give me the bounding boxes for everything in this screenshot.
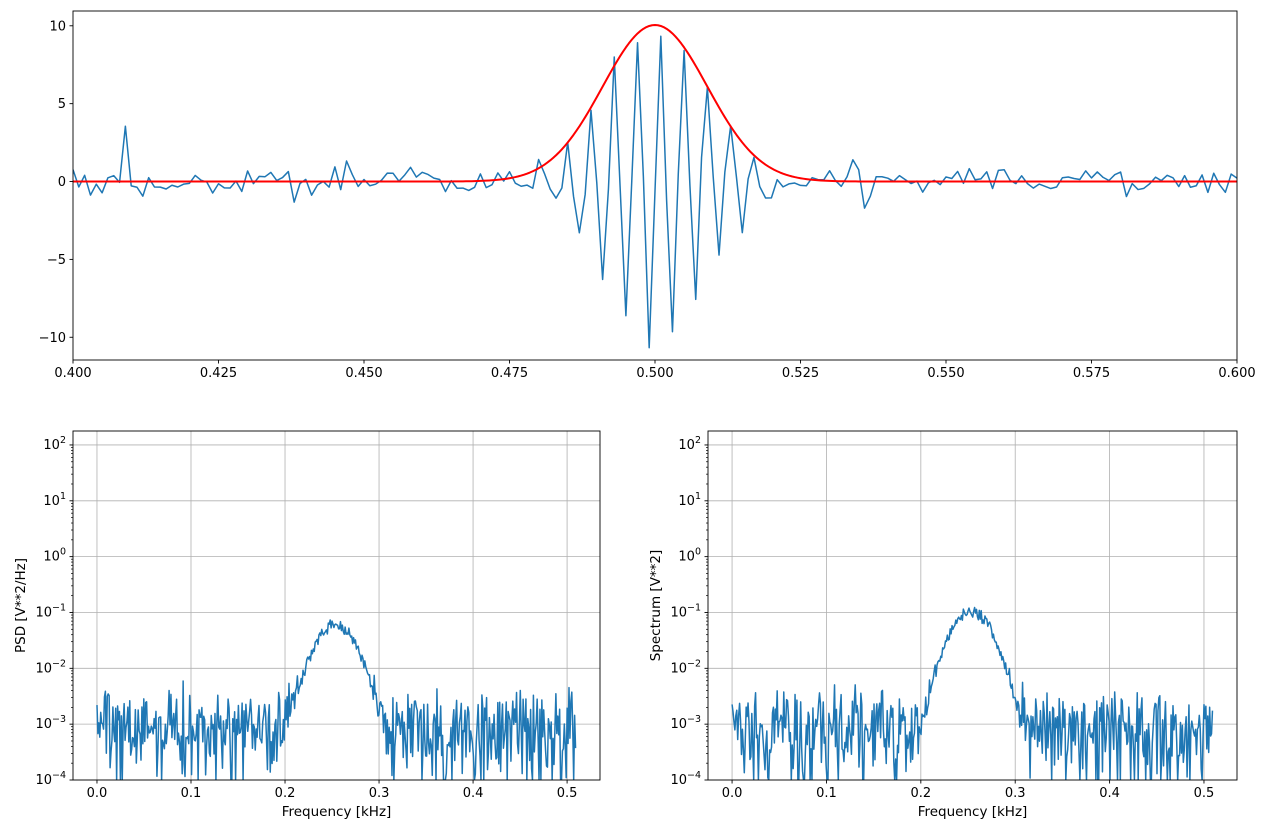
x-tick-label: 0.4 bbox=[463, 786, 484, 801]
series-group bbox=[731, 606, 1214, 780]
axes-frame bbox=[707, 430, 1238, 781]
y-tick-label: 10−3 bbox=[670, 714, 701, 732]
x-tick-label: 0.0 bbox=[722, 786, 743, 801]
y-tick-label: 10 bbox=[49, 19, 66, 34]
series-group bbox=[73, 24, 1237, 349]
x-tick-label: 0.575 bbox=[1073, 366, 1110, 381]
gaussian-envelope bbox=[73, 24, 1237, 183]
x-axis-label-spectrum: Frequency [kHz] bbox=[918, 804, 1028, 820]
x-tick-label: 0.4 bbox=[1099, 786, 1120, 801]
y-tick-label: 10−1 bbox=[670, 602, 701, 620]
x-axis-label-psd: Frequency [kHz] bbox=[282, 804, 392, 820]
x-tick-label: 0.600 bbox=[1218, 366, 1255, 381]
y-tick-label: 0 bbox=[58, 175, 66, 190]
axes-frame bbox=[72, 430, 601, 781]
x-tick-label: 0.2 bbox=[910, 786, 931, 801]
chart-spectrum: 0.0 0.1 0.2 0.3 0.4 0.5 102 101 100 10−1 10−2 10−3 1… bbox=[648, 430, 1238, 820]
x-tick-label: 0.550 bbox=[927, 366, 964, 381]
y-tick-label: 101 bbox=[43, 491, 66, 509]
x-tick-label: 0.0 bbox=[87, 786, 108, 801]
x-tick-label: 0.525 bbox=[782, 366, 819, 381]
x-tick-label: 0.450 bbox=[345, 366, 382, 381]
x-tick-label: 0.1 bbox=[816, 786, 837, 801]
y-tick-label: 5 bbox=[58, 97, 66, 112]
y-tick-label: 102 bbox=[43, 435, 66, 453]
series-group bbox=[96, 619, 577, 780]
y-tick-label: −10 bbox=[39, 331, 66, 346]
spectrum-curve bbox=[731, 606, 1214, 780]
x-tick-label: 0.1 bbox=[181, 786, 202, 801]
tick-group: 0.400 0.425 0.450 0.475 0.500 0.525 0.550 0.575… bbox=[39, 19, 1256, 381]
y-tick-label: 10−4 bbox=[35, 770, 66, 788]
chart-time-signal: 0.400 0.425 0.450 0.475 0.500 0.525 0.550 0.575… bbox=[39, 10, 1256, 381]
y-tick-label: 100 bbox=[678, 547, 701, 565]
y-axis-label-psd: PSD [V**2/Hz] bbox=[13, 558, 29, 653]
tick-group: 0.0 0.1 0.2 0.3 0.4 0.5 102 101 100 10−1 10−2 10−3 1… bbox=[35, 435, 577, 801]
y-tick-label: 10−2 bbox=[670, 658, 701, 676]
y-tick-label: −5 bbox=[47, 253, 66, 268]
x-tick-label: 0.400 bbox=[54, 366, 91, 381]
noisy-burst-signal bbox=[73, 35, 1237, 349]
y-tick-label: 101 bbox=[678, 491, 701, 509]
y-tick-label: 10−4 bbox=[670, 770, 701, 788]
y-tick-label: 100 bbox=[43, 547, 66, 565]
x-tick-label: 0.5 bbox=[1194, 786, 1215, 801]
psd-curve bbox=[96, 619, 577, 780]
x-tick-label: 0.500 bbox=[636, 366, 673, 381]
y-axis-label-spectrum: Spectrum [V**2] bbox=[648, 550, 664, 662]
tick-group: 0.0 0.1 0.2 0.3 0.4 0.5 102 101 100 10−1 10−2 10−3 1… bbox=[670, 435, 1214, 801]
y-tick-label: 10−1 bbox=[35, 602, 66, 620]
x-tick-label: 0.3 bbox=[1005, 786, 1026, 801]
chart-psd: 0.0 0.1 0.2 0.3 0.4 0.5 102 101 100 10−1 10−2 10−3 1… bbox=[13, 430, 601, 820]
y-tick-label: 10−3 bbox=[35, 714, 66, 732]
x-tick-label: 0.3 bbox=[369, 786, 390, 801]
x-tick-label: 0.425 bbox=[200, 366, 237, 381]
x-tick-label: 0.475 bbox=[491, 366, 528, 381]
x-tick-label: 0.2 bbox=[275, 786, 296, 801]
x-tick-label: 0.5 bbox=[557, 786, 578, 801]
y-tick-label: 10−2 bbox=[35, 658, 66, 676]
y-tick-label: 102 bbox=[678, 435, 701, 453]
